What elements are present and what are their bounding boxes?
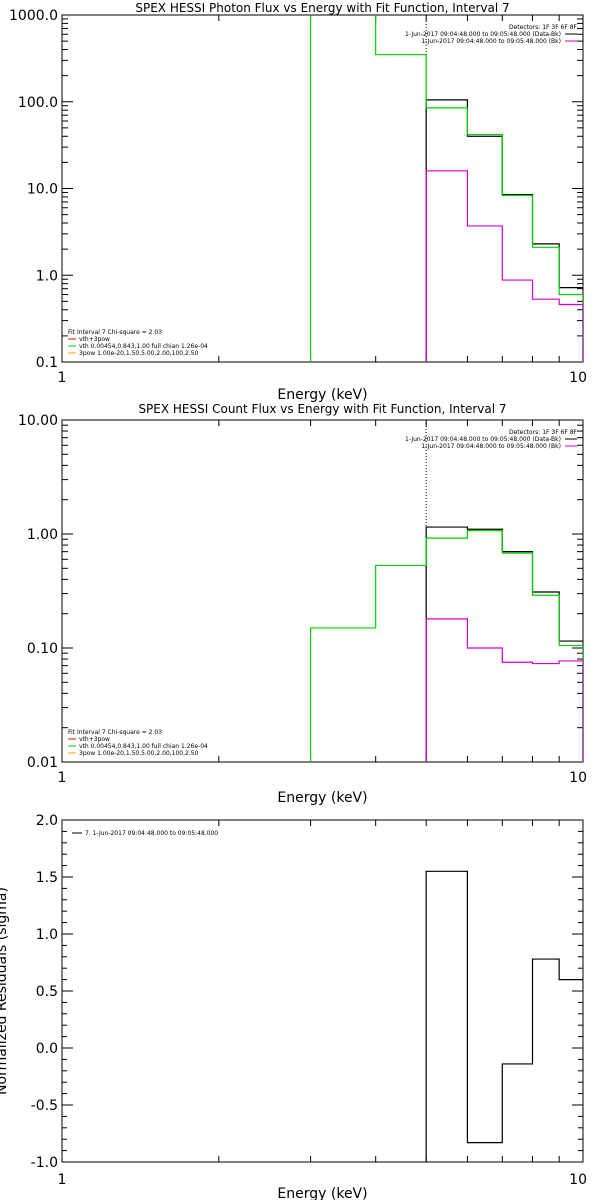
x-tick-label: 1 bbox=[58, 1172, 67, 1188]
series-group bbox=[309, 526, 583, 762]
legend-text: 7. 1-Jun-2017 09:04:48.000 to 09:05:48.0… bbox=[85, 830, 218, 837]
y-tick-label: 0.10 bbox=[27, 641, 58, 657]
y-tick-label: 1.0 bbox=[36, 268, 58, 284]
y-ticks bbox=[62, 819, 583, 1163]
x-axis-label: Energy (keV) bbox=[277, 1186, 367, 1200]
x-ticks bbox=[61, 820, 584, 1162]
series-magenta-line bbox=[425, 618, 583, 762]
legend-text: vth+3pow bbox=[79, 736, 110, 743]
y-axis-label: Normalized Residuals (sigma) bbox=[0, 887, 10, 1095]
y-tick-label: 0.0 bbox=[36, 1041, 58, 1057]
x-tick-label: 1 bbox=[58, 370, 67, 386]
x-tick-label: 10 bbox=[569, 1172, 587, 1188]
legend-text: vth 0.00454,0.843,1.00 full chian 1.26e-… bbox=[79, 343, 208, 350]
y-tick-label: 0.5 bbox=[36, 984, 58, 1000]
legend-text: vth 0.00454,0.843,1.00 full chian 1.26e-… bbox=[79, 743, 208, 750]
legend-bottom-left: Fit Interval 7 Chi-square = 2.03vth+3pow… bbox=[68, 329, 208, 357]
chart-panel-2: SPEX HESSI Count Flux vs Energy with Fit… bbox=[18, 402, 587, 806]
series-group bbox=[309, 15, 583, 362]
legend-text: 1-Jun-2017 09:04:48.000 to 09:05:48.000 … bbox=[421, 443, 561, 450]
y-ticks bbox=[62, 14, 583, 363]
plot-frame bbox=[61, 14, 584, 363]
x-tick-label: 1 bbox=[58, 770, 67, 786]
y-tick-label: 10.0 bbox=[27, 182, 58, 198]
legend-bottom-left: Fit Interval 7 Chi-square = 2.03vth+3pow… bbox=[68, 729, 208, 757]
y-tick-label: 1.00 bbox=[27, 527, 58, 543]
series-green-line bbox=[309, 15, 583, 362]
legend-text: 3pow 1.00e-20,1.50,5.00,2.00,100,2.50 bbox=[79, 350, 199, 357]
legend-top-left: 7. 1-Jun-2017 09:04:48.000 to 09:05:48.0… bbox=[72, 830, 218, 837]
chart-title: SPEX HESSI Count Flux vs Energy with Fit… bbox=[138, 402, 506, 416]
legend-text: Detectors: 1F 3F 6F 8F bbox=[509, 24, 578, 31]
legend-top-right: Detectors: 1F 3F 6F 8F1-Jun-2017 09:04:4… bbox=[405, 24, 577, 45]
y-ticks bbox=[62, 419, 583, 763]
y-tick-label: 10.00 bbox=[18, 413, 58, 429]
legend-text: Fit Interval 7 Chi-square = 2.03 bbox=[68, 729, 162, 736]
y-tick-label: 1.0 bbox=[36, 927, 58, 943]
y-tick-label: 1.5 bbox=[36, 870, 58, 886]
legend-text: 3pow 1.00e-20,1.50,5.00,2.00,100,2.50 bbox=[79, 750, 199, 757]
series-magenta-line bbox=[425, 170, 583, 362]
x-tick-label: 10 bbox=[569, 770, 587, 786]
y-tick-label: 0.01 bbox=[27, 755, 58, 771]
chart-panel-3: 1 10 -1.0 -0.5 0.0 0.5 1.0 1.5 2.0 Energy (keV) No… bbox=[0, 813, 587, 1200]
series-group bbox=[425, 870, 583, 1162]
y-tick-label: -1.0 bbox=[31, 1155, 58, 1171]
legend-text: 1-Jun-2017 09:04:48.000 to 09:05:48.000 … bbox=[405, 31, 561, 38]
x-axis-label: Energy (keV) bbox=[277, 387, 367, 403]
y-tick-label: 2.0 bbox=[36, 813, 58, 829]
legend-top-right: Detectors: 1F 3F 6F 8F1-Jun-2017 09:04:4… bbox=[405, 429, 577, 450]
chart-title: SPEX HESSI Photon Flux vs Energy with Fi… bbox=[135, 1, 509, 15]
x-ticks bbox=[61, 15, 584, 362]
y-tick-label: 100.0 bbox=[18, 95, 58, 111]
x-axis-label: Energy (keV) bbox=[277, 790, 367, 806]
legend-text: Detectors: 1F 3F 6F 8F bbox=[509, 429, 578, 436]
legend-text: vth+3pow bbox=[79, 336, 110, 343]
x-tick-label: 10 bbox=[569, 370, 587, 386]
plot-frame bbox=[61, 819, 584, 1163]
x-ticks bbox=[61, 420, 584, 762]
legend-text: 1-Jun-2017 09:04:48.000 to 09:05:48.000 … bbox=[421, 38, 561, 45]
plot-frame bbox=[61, 419, 584, 763]
y-tick-label: 1000.0 bbox=[9, 8, 58, 24]
legend-text: Fit Interval 7 Chi-square = 2.03 bbox=[68, 329, 162, 336]
chart-panel-1: SPEX HESSI Photon Flux vs Energy with Fi… bbox=[9, 1, 587, 403]
series-black-line bbox=[425, 99, 583, 362]
y-tick-label: -0.5 bbox=[31, 1098, 58, 1114]
series-green-line bbox=[309, 530, 583, 762]
series-black-line bbox=[425, 870, 583, 1162]
y-tick-label: 0.1 bbox=[36, 355, 58, 371]
legend-text: 1-Jun-2017 09:04:48.000 to 09:05:48.000 … bbox=[405, 436, 561, 443]
series-black-line bbox=[425, 526, 583, 762]
